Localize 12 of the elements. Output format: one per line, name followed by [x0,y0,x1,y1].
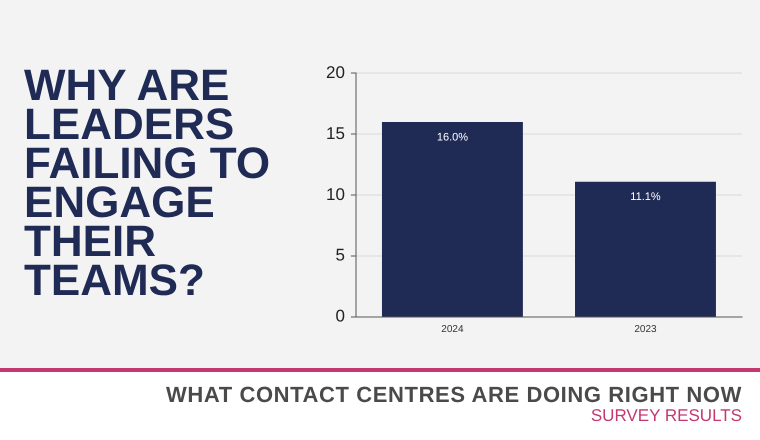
x-tick-label: 2023 [634,324,658,335]
y-tick-label: 5 [335,246,345,265]
y-tick-label: 15 [326,124,345,143]
text: WHY ARE LEADERS FAILING TO ENGAGE THEIR TEAMS? [24,61,272,305]
text: SURVEY RESULTS [590,406,742,426]
y-tick-label: 10 [326,184,345,204]
y-tick-label: 20 [326,62,345,82]
y-tick-label: 0 [335,306,345,326]
x-tick-label: 2024 [441,324,464,335]
text: WHAT CONTACT CENTRES ARE DOING RIGHT NOW [166,382,742,408]
data-label: 16.0% [436,131,468,144]
data-label: 11.1% [630,191,661,204]
